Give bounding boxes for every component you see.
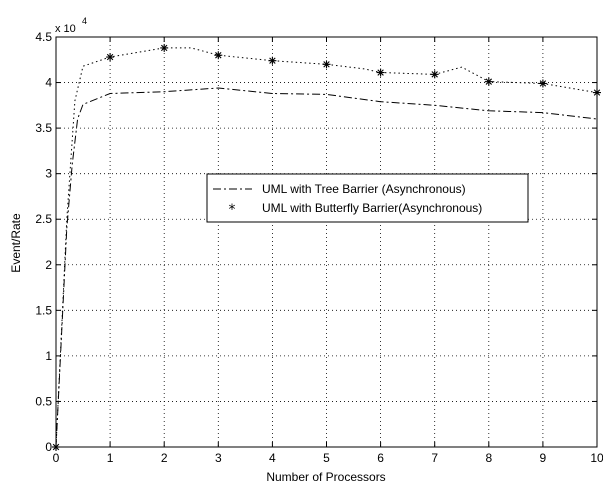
series-marker-1 [484,77,493,86]
x-tick-label: 2 [161,451,168,465]
y-multiplier: x 10 [55,23,76,35]
marker-stroke [485,78,493,85]
y-tick-label: 4 [45,76,52,90]
x-tick-label: 8 [485,451,492,465]
legend-box [206,173,529,223]
series-line-0 [55,87,598,448]
axis-ticks: 0 1 2 3 4 5 6 7 8 9 10 0 0.5 1 1.5 2 2.5 3 3.5 4 4.5 [35,30,603,465]
x-tick-label: 4 [269,451,276,465]
x-axis-label: Number of Processors [266,470,385,484]
y-tick-label: 3.5 [35,121,52,135]
y-tick-label: 1.5 [35,303,52,317]
marker-stroke [160,44,168,52]
y-tick-label: 1 [45,349,52,363]
x-tick-label: 5 [323,451,330,465]
y-tick-label: 0.5 [35,394,52,408]
y-axis-label: Event/Rate [9,213,23,273]
legend-label-tree: UML with Tree Barrier (Asynchronous) [262,182,466,196]
series-marker-1 [322,60,331,69]
marker-stroke [323,61,330,68]
marker-stroke [431,71,438,78]
series-layer [52,43,601,451]
y-tick-label: 2 [45,258,52,272]
series-marker-1 [214,51,223,60]
series-marker-1 [106,53,115,62]
y-tick-label: 3 [45,167,52,181]
legend-swatch-butterfly: * [229,202,236,218]
marker-stroke [106,53,114,61]
series-marker-1 [376,68,385,77]
x-tick-label: 6 [377,451,384,465]
legend: UML with Tree Barrier (Asynchronous) * U… [206,173,529,223]
y-tick-label: 0 [45,440,52,454]
marker-stroke [377,69,384,76]
y-tick-label: 2.5 [35,212,52,226]
x-tick-label: 10 [590,451,603,465]
x-tick-label: 9 [540,451,547,465]
series-marker-1 [430,70,439,79]
series-marker-1 [538,79,547,88]
marker-stroke [269,57,276,64]
marker-stroke [215,52,222,59]
series-marker-1 [160,43,169,52]
legend-label-butterfly: UML with Butterfly Barrier(Asynchronous) [262,201,482,215]
y-multiplier-exponent: 4 [82,16,87,26]
x-tick-label: 0 [53,451,60,465]
x-tick-label: 7 [431,451,438,465]
y-tick-label: 4.5 [35,30,52,44]
x-tick-label: 3 [215,451,222,465]
marker-stroke [539,80,547,87]
series-marker-1 [268,56,277,65]
x-tick-label: 1 [107,451,114,465]
